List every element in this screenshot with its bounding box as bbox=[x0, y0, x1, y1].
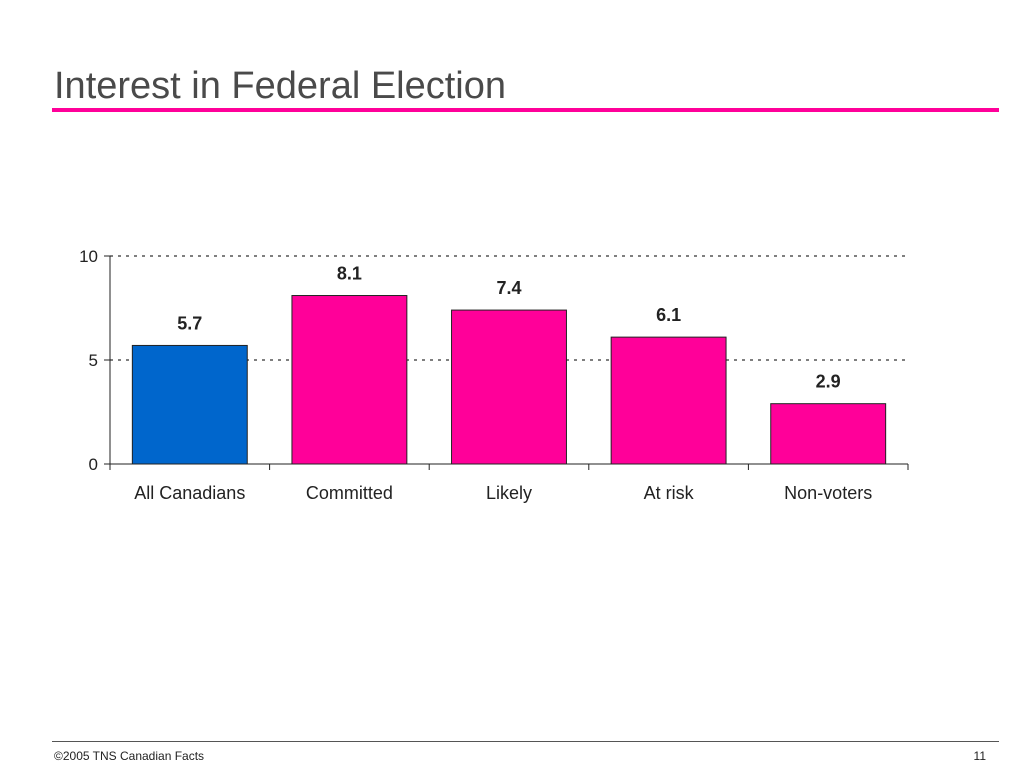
bar-3 bbox=[610, 336, 727, 465]
data-label-3: 6.1 bbox=[656, 305, 681, 325]
category-label-3: At risk bbox=[644, 483, 695, 503]
data-label-0: 5.7 bbox=[177, 313, 202, 333]
y-tick-label-10: 10 bbox=[79, 247, 98, 266]
footer-copyright: ©2005 TNS Canadian Facts bbox=[54, 749, 205, 763]
footer-divider bbox=[52, 741, 999, 742]
category-label-0: All Canadians bbox=[134, 483, 245, 503]
data-label-1: 8.1 bbox=[337, 264, 362, 284]
title-underline bbox=[52, 108, 999, 112]
bar-2 bbox=[451, 309, 567, 465]
category-label-4: Non-voters bbox=[784, 483, 872, 503]
bar-1 bbox=[291, 295, 408, 465]
data-label-2: 7.4 bbox=[496, 278, 521, 298]
y-tick-label-0: 0 bbox=[89, 455, 98, 474]
category-label-2: Likely bbox=[486, 483, 532, 503]
bar-4 bbox=[770, 403, 887, 465]
page-number: 11 bbox=[973, 749, 986, 763]
data-label-4: 2.9 bbox=[816, 372, 841, 392]
slide-title: Interest in Federal Election bbox=[54, 65, 507, 107]
bar-0 bbox=[131, 344, 248, 465]
category-label-1: Committed bbox=[306, 483, 393, 503]
y-tick-label-5: 5 bbox=[89, 351, 98, 370]
